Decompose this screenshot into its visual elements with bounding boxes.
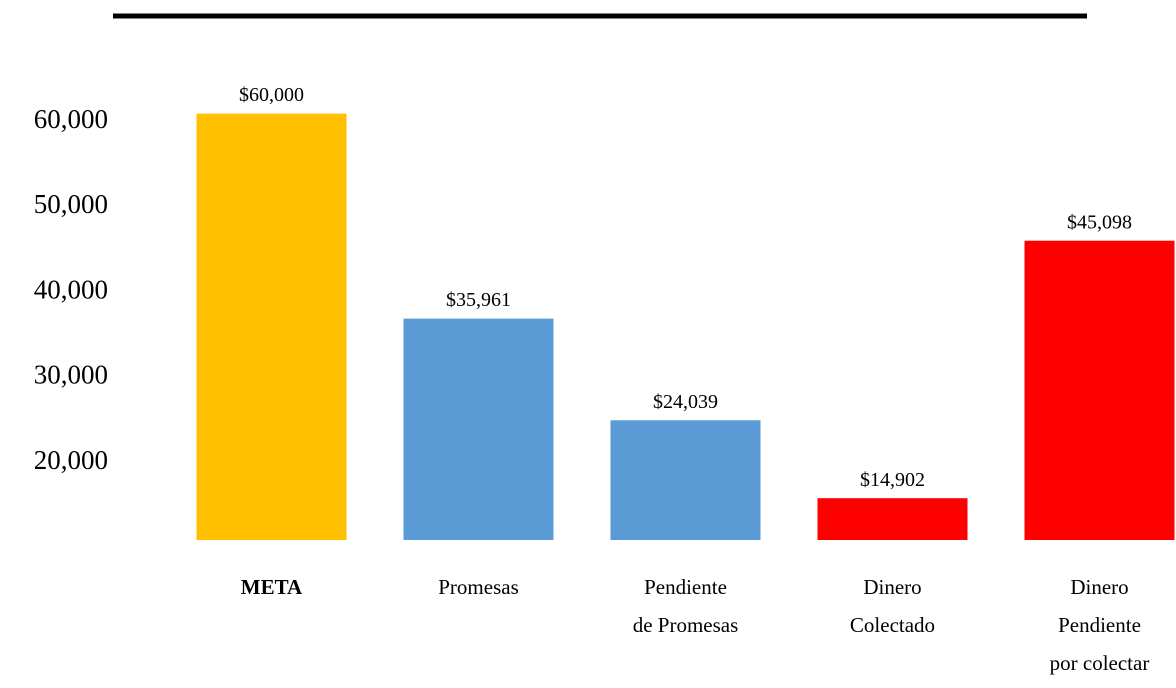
bar	[403, 318, 554, 540]
x-tick-label: Pendiente de Promesas	[632, 575, 739, 637]
y-tick-label: 60,000	[34, 104, 108, 134]
x-tick-label: Dinero Pendiente por colectar	[1049, 575, 1150, 675]
value-label: $24,039	[653, 391, 718, 413]
value-label: $35,961	[446, 289, 511, 311]
y-tick-label: 40,000	[34, 274, 108, 304]
bar	[196, 113, 347, 541]
value-label: $45,098	[1067, 211, 1132, 233]
x-tick-label: Dinero Colectado	[849, 575, 936, 637]
y-tick-label: 20,000	[34, 445, 108, 475]
bar	[817, 498, 968, 540]
value-label: $14,902	[860, 469, 925, 491]
x-tick-label: META	[240, 575, 303, 599]
y-tick-label: 30,000	[34, 360, 108, 390]
y-tick-label: 50,000	[34, 189, 108, 219]
value-label: $60,000	[239, 84, 304, 106]
bar	[1024, 240, 1175, 540]
x-tick-label: Promesas	[438, 575, 519, 599]
bar	[610, 420, 761, 540]
